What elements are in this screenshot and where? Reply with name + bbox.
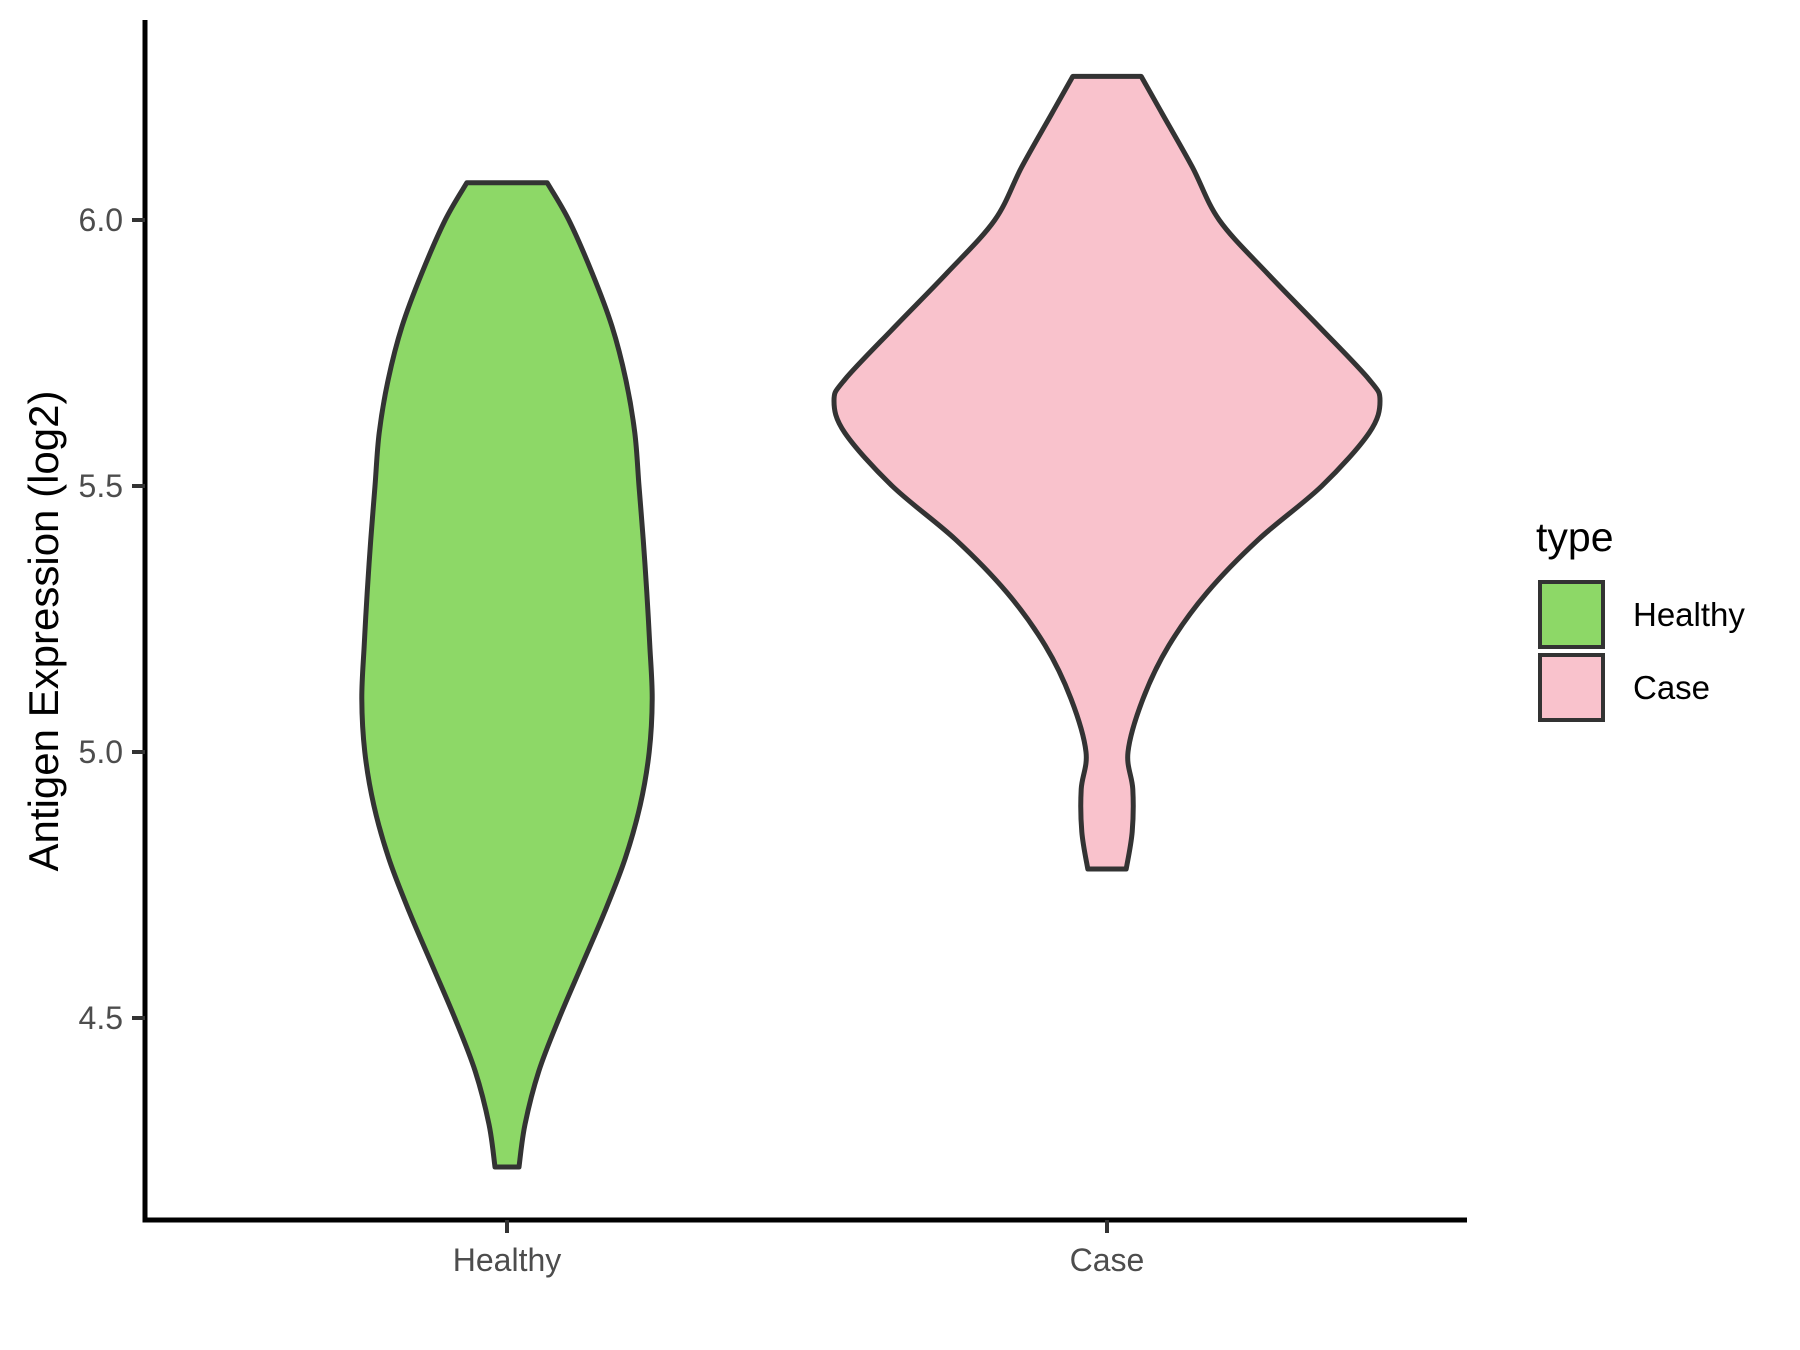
x-tick-label-healthy: Healthy — [452, 1242, 562, 1278]
legend-entry-healthy: Healthy — [1538, 580, 1745, 649]
legend-label: Healthy — [1633, 595, 1745, 633]
y-tick-label: 5.5 — [78, 468, 123, 504]
y-tick-label: 4.5 — [78, 1000, 123, 1036]
legend-swatch-case — [1538, 653, 1605, 722]
legend-title: type — [1536, 514, 1614, 560]
violin-case — [831, 73, 1383, 872]
legend-entry-case: Case — [1538, 653, 1745, 722]
y-axis-title: Antigen Expression (log2) — [20, 390, 67, 872]
legend-label: Case — [1633, 668, 1711, 706]
violin-healthy — [359, 180, 655, 1170]
y-tick-label: 5.0 — [78, 734, 123, 770]
x-tick-label-case: Case — [1069, 1242, 1145, 1278]
y-tick-label: 6.0 — [78, 202, 123, 238]
legend-swatch-healthy — [1538, 580, 1605, 649]
legend: type Healthy Case — [1536, 514, 1745, 726]
legend-entries: Healthy Case — [1538, 580, 1745, 726]
